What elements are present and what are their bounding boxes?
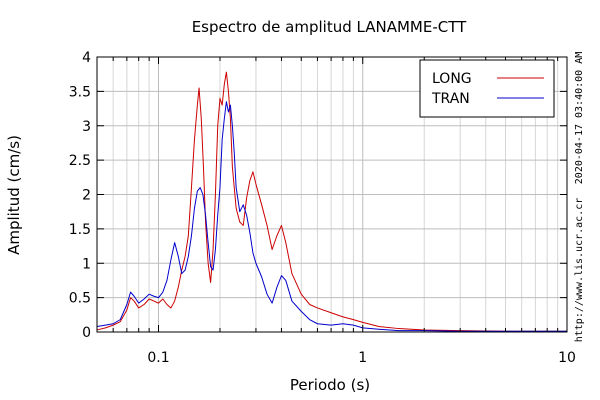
axis-ticks: 0 0.5 1 1.5 2 2.5 3 3.5 4 0.1 1 10 bbox=[69, 50, 576, 366]
x-tick-label: 1 bbox=[358, 350, 367, 366]
y-tick-label: 4 bbox=[82, 50, 91, 66]
y-tick-label: 1.5 bbox=[69, 222, 91, 238]
y-tick-label: 0 bbox=[82, 325, 91, 341]
y-tick-label: 0.5 bbox=[69, 291, 91, 307]
y-tick-label: 3.5 bbox=[69, 84, 91, 100]
series-line-long bbox=[96, 71, 567, 332]
legend-label-tran: TRAN bbox=[431, 91, 470, 107]
series-layer bbox=[96, 71, 567, 332]
y-tick-label: 3 bbox=[82, 119, 91, 135]
chart-title: Espectro de amplitud LANAMME-CTT bbox=[192, 18, 467, 36]
y-tick-label: 2.5 bbox=[69, 153, 91, 169]
x-tick-label: 0.1 bbox=[147, 350, 169, 366]
series-line-tran bbox=[96, 101, 567, 332]
legend: LONG TRAN bbox=[419, 59, 555, 118]
y-axis-label: Amplitud (cm/s) bbox=[5, 135, 23, 255]
x-tick-label: 10 bbox=[558, 350, 576, 366]
y-tick-label: 2 bbox=[82, 188, 91, 204]
legend-box bbox=[419, 59, 555, 118]
timestamp-label: 2020-04-17 03:40:00 AM bbox=[574, 52, 585, 184]
y-tick-label: 1 bbox=[82, 256, 91, 272]
legend-label-long: LONG bbox=[432, 71, 472, 87]
x-axis-label: Periodo (s) bbox=[290, 376, 370, 394]
url-label: http://www.lis.ucr.ac.cr bbox=[574, 198, 585, 343]
